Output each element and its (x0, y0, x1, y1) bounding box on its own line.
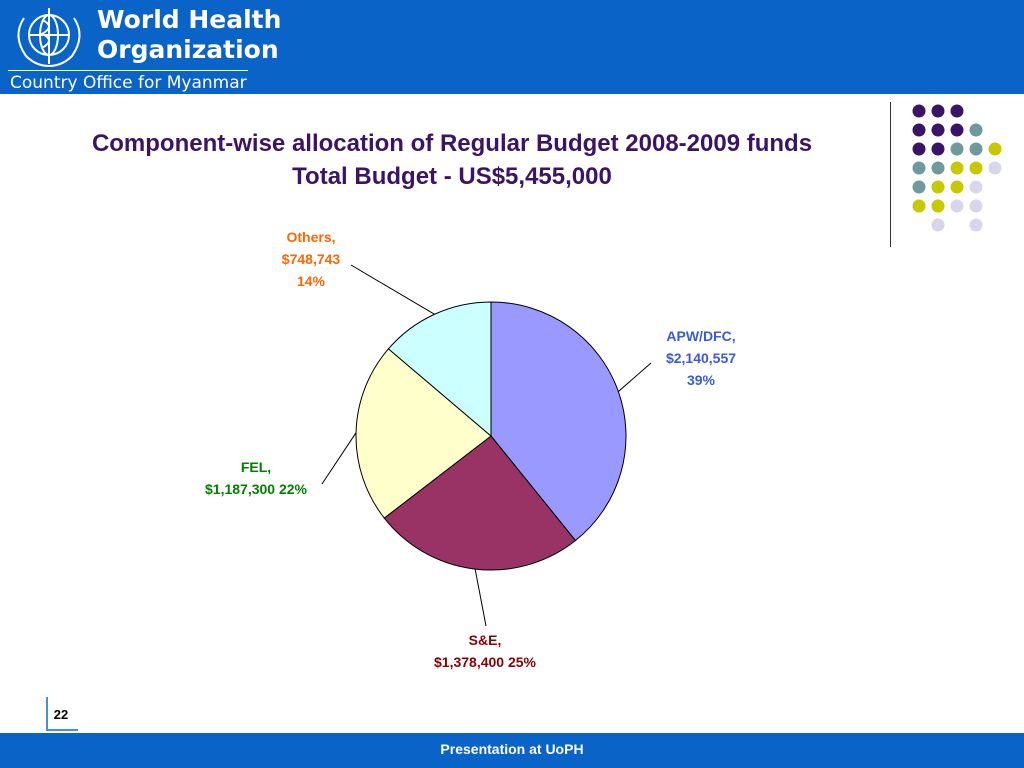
data-label-line: $1,187,300 22% (205, 481, 308, 497)
leader-line (474, 568, 487, 627)
header-divider (8, 70, 248, 71)
pie-slice-s-e (383, 435, 577, 571)
data-label-line: Others, (286, 229, 335, 245)
data-label-line: APW/DFC, (666, 328, 735, 344)
who-emblem-icon (17, 8, 81, 68)
leader-line (618, 362, 652, 392)
leader-line (350, 264, 435, 315)
pie-slice-fel (355, 348, 492, 519)
pie-slice-apw-dfc (490, 301, 627, 542)
header-bar: World Health Organization Country Office… (0, 0, 1024, 94)
pie-slice-others (387, 301, 492, 438)
data-label-line: FEL, (241, 459, 271, 475)
data-label: APW/DFC, $2,140,557 39% (666, 328, 736, 388)
footer-bar: Presentation at UoPH (0, 733, 1024, 768)
data-label-line: $1,378,400 25% (434, 654, 537, 670)
org-name-line2: Organization (97, 35, 279, 64)
data-label: FEL, $1,187,300 22% (205, 459, 308, 497)
leader-line (321, 432, 357, 485)
data-label-line: 14% (297, 273, 326, 289)
data-label: Others, $748,743 14% (282, 229, 341, 289)
decor-divider (890, 102, 891, 247)
data-label: S&E, $1,378,400 25% (434, 632, 537, 670)
footer-text: Presentation at UoPH (440, 741, 584, 757)
country-office-label: Country Office for Myanmar (10, 73, 247, 93)
data-label-line: $2,140,557 (666, 350, 736, 366)
data-label-line: $748,743 (282, 251, 341, 267)
slide-subtitle: Total Budget - US$5,455,000 (292, 163, 612, 190)
page-number-frame (46, 697, 78, 731)
page-number: 22 (53, 707, 69, 722)
data-label-line: 39% (687, 372, 716, 388)
data-label-line: S&E, (469, 632, 502, 648)
slide-title: Component-wise allocation of Regular Bud… (91, 130, 813, 157)
org-name-line1: World Health (97, 5, 282, 34)
